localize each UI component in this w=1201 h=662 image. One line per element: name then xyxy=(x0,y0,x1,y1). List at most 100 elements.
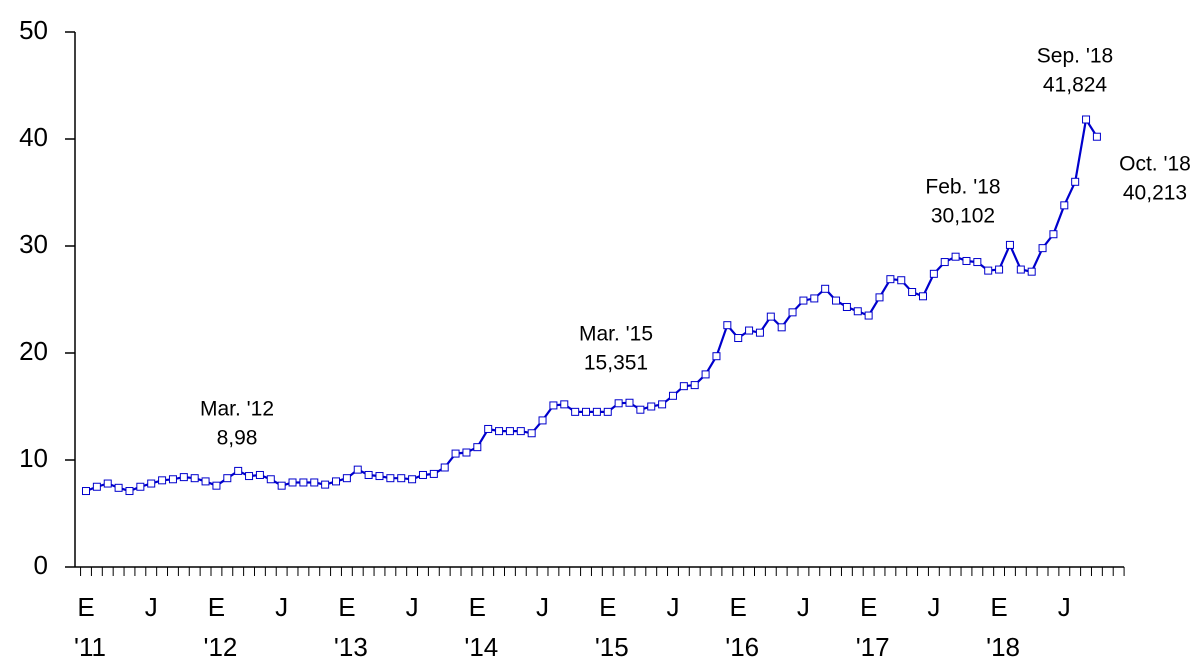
point-marker xyxy=(190,474,199,483)
point-marker xyxy=(245,472,254,481)
point-marker xyxy=(690,381,699,390)
point-marker xyxy=(212,481,221,490)
annotation-month: Mar. '15 xyxy=(579,323,653,346)
point-marker xyxy=(973,258,982,267)
y-tick-label: 20 xyxy=(19,336,48,366)
point-marker xyxy=(353,465,362,474)
y-tick-label: 50 xyxy=(19,15,48,45)
point-marker xyxy=(505,427,514,436)
year-label: '18 xyxy=(986,632,1020,662)
point-marker xyxy=(592,407,601,416)
point-marker xyxy=(571,407,580,416)
year-label: '15 xyxy=(595,632,629,662)
y-tick-label: 30 xyxy=(19,229,48,259)
point-marker xyxy=(1060,201,1069,210)
year-label: '13 xyxy=(334,632,368,662)
point-marker xyxy=(1049,230,1058,239)
point-marker xyxy=(473,443,482,452)
x-tick-label: J xyxy=(536,592,549,622)
point-marker xyxy=(82,487,90,496)
point-marker xyxy=(777,323,786,332)
point-marker xyxy=(995,265,1004,274)
point-marker xyxy=(853,307,862,316)
x-tick-label: E xyxy=(208,592,225,622)
point-marker xyxy=(864,311,873,320)
x-tick-label: E xyxy=(860,592,877,622)
point-marker xyxy=(1016,265,1025,274)
point-marker xyxy=(125,487,134,496)
annotation-month: Mar. '12 xyxy=(200,398,274,421)
point-marker xyxy=(364,470,373,479)
point-marker xyxy=(1027,267,1036,276)
point-marker xyxy=(734,334,743,343)
point-marker xyxy=(440,463,449,472)
point-marker xyxy=(255,470,264,479)
point-marker xyxy=(266,475,275,484)
annotation-value: 40,213 xyxy=(1123,182,1187,205)
x-tick-label: J xyxy=(927,592,940,622)
annotation-value: 41,824 xyxy=(1043,74,1108,97)
point-marker xyxy=(625,398,634,407)
point-marker xyxy=(908,288,917,297)
point-marker xyxy=(1092,132,1101,141)
point-marker xyxy=(549,401,558,410)
year-label: '12 xyxy=(203,632,237,662)
point-marker xyxy=(201,477,210,486)
annotation-month: Feb. '18 xyxy=(925,176,1000,199)
point-marker xyxy=(832,296,841,305)
point-marker xyxy=(538,416,547,425)
x-tick-label: J xyxy=(275,592,288,622)
point-marker xyxy=(647,402,656,411)
x-tick-label: J xyxy=(666,592,679,622)
point-marker xyxy=(321,480,330,489)
point-marker xyxy=(875,293,884,302)
point-marker xyxy=(527,429,536,438)
point-marker xyxy=(755,328,764,337)
year-label: '16 xyxy=(725,632,759,662)
y-tick-label: 0 xyxy=(34,550,48,580)
point-marker xyxy=(451,449,460,458)
point-marker xyxy=(234,466,243,475)
point-marker xyxy=(940,258,949,267)
annotation-value: 30,102 xyxy=(931,205,995,228)
point-marker xyxy=(766,312,775,321)
point-marker xyxy=(332,477,341,486)
point-marker xyxy=(277,481,286,490)
point-marker xyxy=(636,405,645,414)
point-marker xyxy=(560,400,569,409)
point-marker xyxy=(984,266,993,275)
point-marker xyxy=(179,473,188,482)
point-marker xyxy=(614,399,623,408)
point-marker xyxy=(810,294,819,303)
point-marker xyxy=(723,321,732,330)
point-marker xyxy=(582,407,591,416)
year-label: '11 xyxy=(74,632,106,662)
point-marker xyxy=(462,448,471,457)
point-marker xyxy=(223,474,232,483)
point-marker xyxy=(375,472,384,481)
annotation-month: Oct. '18 xyxy=(1119,153,1191,176)
x-tick-label: E xyxy=(599,592,616,622)
point-marker xyxy=(288,478,297,487)
point-marker xyxy=(92,482,101,491)
point-marker xyxy=(668,391,677,400)
x-tick-label: E xyxy=(77,592,94,622)
point-marker xyxy=(897,276,906,285)
point-marker xyxy=(495,427,504,436)
point-marker xyxy=(158,476,167,485)
point-marker xyxy=(799,296,808,305)
point-marker xyxy=(386,474,395,483)
point-marker xyxy=(918,292,927,301)
x-tick-label: J xyxy=(145,592,158,622)
x-tick-label: J xyxy=(797,592,810,622)
point-marker xyxy=(168,475,177,484)
x-tick-label: E xyxy=(730,592,747,622)
x-tick-label: E xyxy=(990,592,1007,622)
point-marker xyxy=(962,256,971,265)
x-tick-label: E xyxy=(338,592,355,622)
point-marker xyxy=(1005,240,1014,249)
point-marker xyxy=(516,427,525,436)
point-marker xyxy=(679,382,688,391)
point-marker xyxy=(701,370,710,379)
